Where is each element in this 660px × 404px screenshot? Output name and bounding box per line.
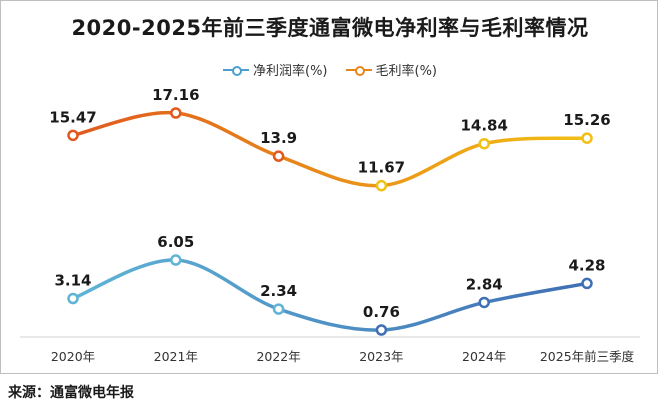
x-tick-label: 2023年 — [359, 349, 403, 364]
data-label: 14.84 — [460, 117, 507, 135]
x-tick-label: 2022年 — [256, 349, 300, 364]
data-point — [272, 303, 285, 315]
data-point — [170, 107, 182, 119]
data-label: 15.47 — [49, 108, 96, 126]
x-tick-label: 2025年前三季度 — [540, 349, 635, 364]
series-line-0 — [71, 258, 589, 332]
data-point — [581, 277, 593, 290]
data-point — [375, 324, 388, 336]
data-label: 17.16 — [152, 86, 199, 104]
legend-label-gross-margin: 毛利率(%) — [375, 64, 438, 79]
data-label: 0.76 — [363, 303, 400, 321]
data-point — [581, 132, 593, 144]
data-label: 11.67 — [358, 159, 405, 177]
data-label: 6.05 — [157, 233, 194, 251]
legend-item-gross-margin: 毛利率(%) — [345, 60, 438, 79]
line-chart: 3.14 6.05 2.34 0.76 2.84 4.28 15.47 17.16 13.9 11… — [20, 86, 640, 364]
legend-item-net-margin: 净利润率(%) — [223, 60, 328, 79]
data-point — [478, 296, 490, 309]
legend-swatch-gross-margin — [345, 64, 372, 76]
data-point — [375, 179, 388, 192]
legend: 净利润率(%) 毛利率(%) — [0, 60, 660, 79]
data-label: 15.26 — [563, 111, 610, 129]
chart-title: 2020-2025年前三季度通富微电净利率与毛利率情况 — [71, 16, 589, 40]
series-line-1 — [71, 110, 589, 188]
data-label: 2.34 — [260, 282, 297, 300]
legend-label-net-margin: 净利润率(%) — [253, 64, 328, 79]
data-label: 4.28 — [568, 256, 605, 274]
data-label: 13.9 — [260, 129, 297, 147]
data-point — [67, 129, 79, 142]
chart-frame — [0, 0, 658, 374]
data-point — [478, 137, 490, 150]
data-point — [272, 150, 285, 162]
source-note: 来源：通富微电年报 — [8, 385, 134, 401]
x-tick-label: 2020年 — [51, 349, 95, 364]
data-point — [170, 254, 182, 266]
x-tick-label: 2024年 — [462, 349, 506, 364]
legend-swatch-net-margin — [223, 64, 249, 76]
data-label: 3.14 — [54, 272, 91, 290]
data-point — [67, 292, 79, 305]
data-label: 2.84 — [466, 275, 503, 293]
x-tick-label: 2021年 — [154, 349, 198, 364]
